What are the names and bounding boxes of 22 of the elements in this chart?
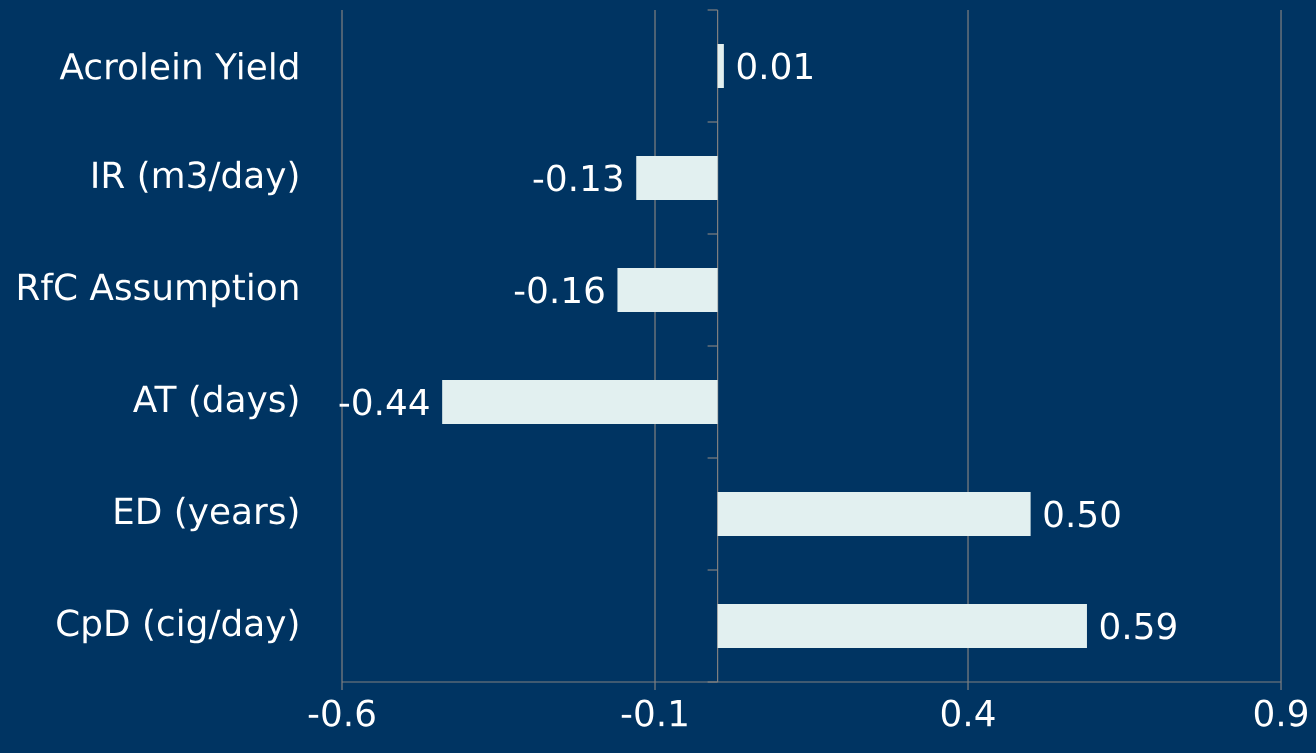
data-label: -0.16: [514, 276, 604, 304]
y-tick-label: AT (days): [133, 384, 298, 420]
bar: [717, 44, 724, 88]
y-tick-label: RfC Assumption: [18, 272, 298, 308]
data-label: 0.59: [1100, 612, 1176, 640]
x-tick-label: 0.9: [1254, 699, 1308, 727]
y-tick-label: Acrolein Yield: [59, 52, 298, 80]
data-label: -0.44: [339, 388, 429, 416]
x-tick-label: 0.4: [941, 699, 995, 727]
bar: [442, 380, 718, 424]
bar: [617, 268, 718, 312]
bar: [717, 492, 1031, 536]
y-tick-label: ED (years): [115, 496, 298, 532]
y-tick-label: IR (m3/day): [93, 160, 298, 196]
bar: [717, 604, 1087, 649]
y-tick-label: CpD (cig/day): [57, 608, 298, 644]
bar: [636, 156, 718, 200]
data-label: 0.50: [1044, 500, 1120, 528]
x-tick-label: -0.6: [308, 699, 375, 727]
x-tick-label: -0.1: [621, 699, 687, 727]
data-label: 0.01: [737, 52, 812, 80]
data-label: -0.13: [533, 164, 622, 192]
